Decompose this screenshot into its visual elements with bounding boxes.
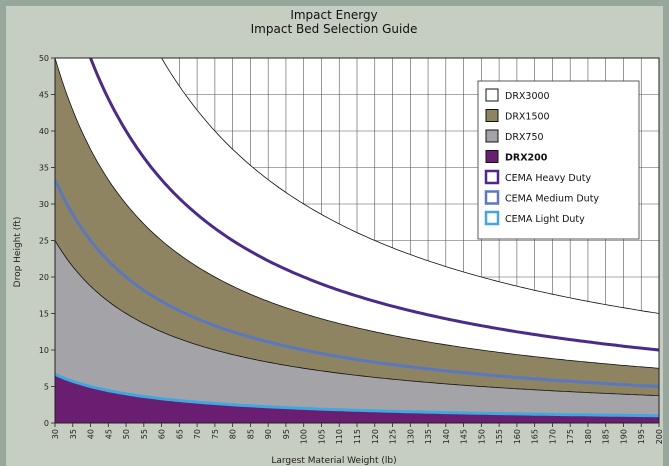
legend-label-cema-light-duty: CEMA Light Duty <box>505 214 585 225</box>
x-tick-label: 195 <box>637 429 646 444</box>
axes: 0 5 10 15 20 25 30 35 40 45 50 30 35 40 45 50 55 60 65 70 75… <box>39 54 664 444</box>
x-tick-label: 180 <box>584 429 593 444</box>
legend-swatch-drx1500 <box>485 109 499 122</box>
plot-area <box>54 57 660 424</box>
y-tick-label: 45 <box>39 91 49 100</box>
x-tick-label: 170 <box>548 429 557 444</box>
legend-swatch-cema-medium-duty <box>484 190 500 205</box>
x-tick-label: 190 <box>619 429 628 444</box>
chart-title: Impact Energy <box>290 8 377 22</box>
x-tick-label: 120 <box>371 429 380 444</box>
line-cema-light-duty <box>55 372 659 418</box>
y-tick-label: 30 <box>39 200 49 209</box>
y-tick-label: 0 <box>44 419 49 428</box>
y-tick-label: 50 <box>39 54 49 63</box>
x-tick-label: 105 <box>317 429 326 444</box>
x-tick-label: 40 <box>87 429 96 439</box>
legend-swatch-drx200 <box>485 150 499 163</box>
x-tick-label: 145 <box>460 429 469 444</box>
y-tick-label: 10 <box>39 346 49 355</box>
series-group <box>55 58 659 423</box>
x-tick-label: 125 <box>389 429 398 444</box>
x-tick-label: 165 <box>531 429 540 444</box>
x-tick-label: 185 <box>602 429 611 444</box>
legend-swatch-cema-light-duty <box>484 210 500 226</box>
legend-label-drx750: DRX750 <box>505 132 544 143</box>
x-tick-label: 130 <box>406 429 415 444</box>
x-tick-label: 55 <box>140 429 149 439</box>
legend-label-cema-medium-duty: CEMA Medium Duty <box>505 194 599 205</box>
legend-label-drx200: DRX200 <box>505 153 548 164</box>
x-tick-label: 35 <box>69 429 78 439</box>
x-tick-label: 135 <box>424 429 433 444</box>
y-tick-label: 40 <box>39 127 49 136</box>
x-tick-label: 50 <box>122 429 131 439</box>
x-tick-label: 150 <box>477 429 486 444</box>
x-tick-label: 90 <box>264 429 273 439</box>
y-tick-label: 35 <box>39 164 49 173</box>
y-tick-label: 5 <box>44 383 49 392</box>
line-cema-medium-duty <box>55 179 659 388</box>
band-drx750 <box>55 239 659 423</box>
legend-swatch-drx750 <box>485 129 499 143</box>
legend-label-cema-heavy-duty: CEMA Heavy Duty <box>505 173 591 184</box>
x-tick-label: 30 <box>51 429 60 439</box>
x-tick-label: 45 <box>104 429 113 439</box>
legend-label-drx3000: DRX3000 <box>505 91 550 102</box>
y-tick-label: 20 <box>39 273 49 282</box>
x-tick-label: 110 <box>335 429 344 444</box>
x-tick-label: 95 <box>282 429 291 439</box>
x-tick-label: 160 <box>513 429 522 444</box>
x-tick-label: 75 <box>211 429 220 439</box>
x-tick-label: 65 <box>175 429 184 439</box>
legend-swatch-cema-heavy-duty <box>484 169 500 185</box>
legend-swatch-drx3000 <box>485 88 499 102</box>
band-drx1500 <box>55 58 659 423</box>
x-tick-label: 200 <box>655 429 664 444</box>
x-tick-label: 175 <box>566 429 575 444</box>
legend-box <box>477 80 640 240</box>
y-axis-label: Drop Height (ft) <box>13 217 23 288</box>
x-axis-label: Largest Material Weight (lb) <box>271 456 396 466</box>
y-tick-label: 15 <box>39 310 49 319</box>
x-tick-label: 60 <box>158 429 167 439</box>
x-tick-label: 80 <box>229 429 238 439</box>
x-tick-label: 70 <box>193 429 202 439</box>
x-tick-label: 85 <box>246 429 255 439</box>
chart-subtitle: Impact Bed Selection Guide <box>251 22 418 36</box>
legend-label-drx1500: DRX1500 <box>505 112 550 123</box>
x-tick-label: 155 <box>495 429 504 444</box>
x-tick-label: 140 <box>442 429 451 444</box>
line-cema-heavy-duty <box>88 58 659 352</box>
x-tick-label: 100 <box>300 429 309 444</box>
x-tick-label: 115 <box>353 429 362 444</box>
legend: DRX3000 DRX1500 DRX750 DRX200 CEMA Heavy Dut… <box>477 80 640 240</box>
y-tick-label: 25 <box>39 237 49 246</box>
